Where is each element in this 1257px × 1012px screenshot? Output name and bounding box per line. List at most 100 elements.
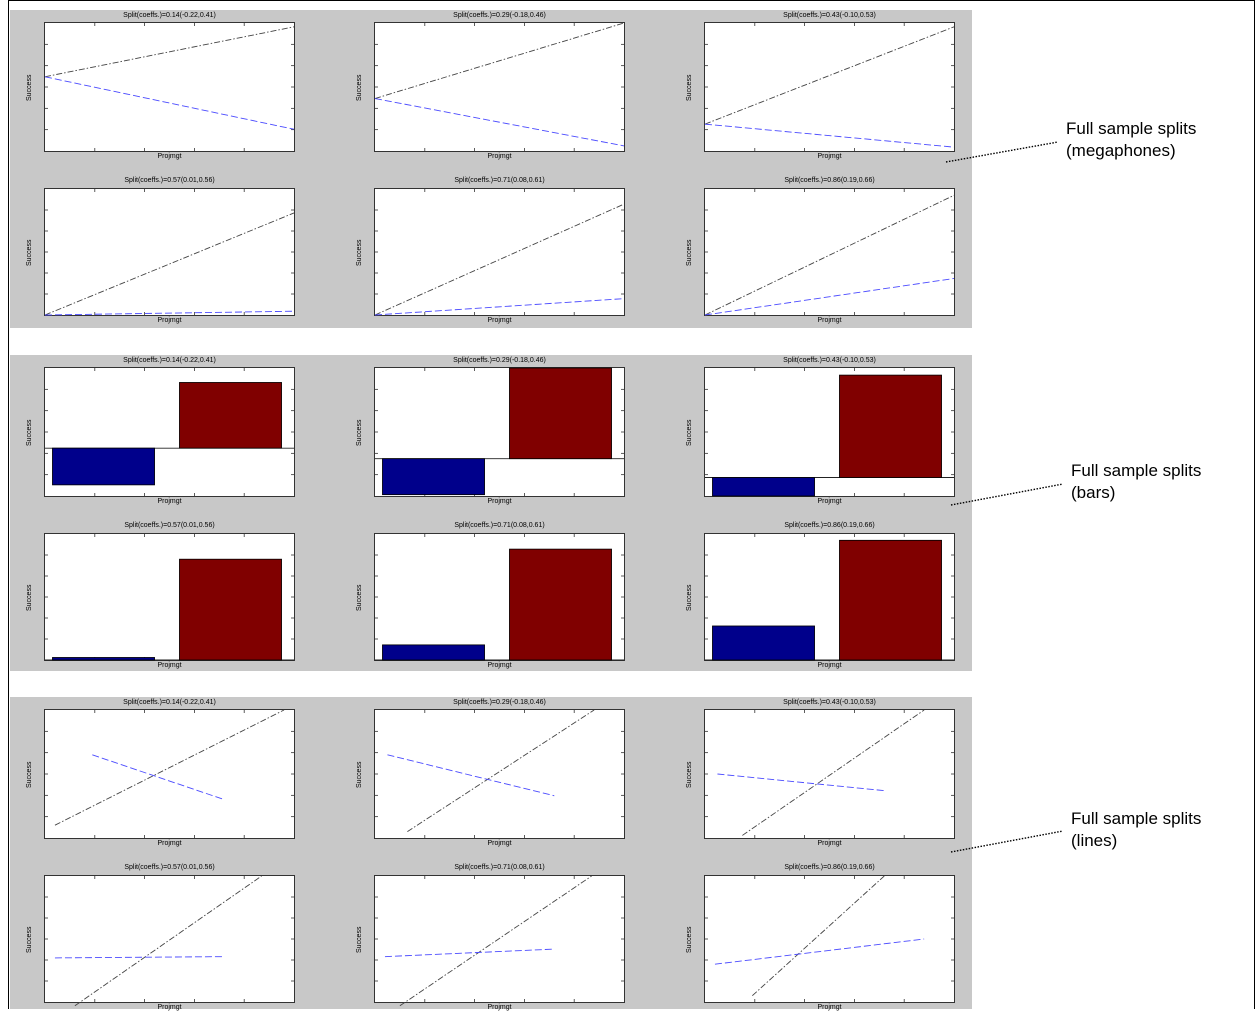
plot-canvas [44, 23, 295, 151]
x-axis-label: Projmgt [487, 1004, 512, 1011]
cd-1-5-bar-1 [839, 539, 942, 661]
note-bars: Full sample splits (bars) [1071, 461, 1202, 502]
y-axis-label: Success [686, 761, 693, 788]
plot-canvas [45, 709, 294, 838]
cd-1-2-bar-1 [839, 374, 942, 478]
plot-title: Split(coeffs.)=0.57(0.01,0.56) [124, 177, 215, 184]
plot-canvas [705, 875, 954, 1002]
x-axis-label: Projmgt [487, 840, 512, 847]
plot-title: Split(coeffs.)=0.14(-0.22,0.41) [123, 12, 216, 19]
plot-canvas [45, 534, 294, 661]
plot-axes [44, 22, 295, 152]
cd-0-3-series-0 [44, 212, 295, 316]
cd-2-0-series-1 [92, 754, 225, 801]
plot-title: Split(coeffs.)=0.43(-0.10,0.53) [783, 357, 876, 364]
plot-canvas [375, 367, 624, 496]
cd-0-2-series-0 [704, 26, 955, 125]
plot-canvas [375, 875, 624, 1007]
plot-title: Split(coeffs.)=0.71(0.08,0.61) [454, 522, 545, 529]
plot-canvas [375, 709, 624, 838]
plot-axes [44, 367, 295, 497]
plot-title: Split(coeffs.)=0.14(-0.22,0.41) [123, 699, 216, 706]
x-axis-label: Projmgt [157, 153, 182, 160]
y-axis-label: Success [26, 239, 33, 266]
plot-title: Split(coeffs.)=0.14(-0.22,0.41) [123, 357, 216, 364]
cd-0-4-series-0 [374, 203, 625, 316]
x-axis-label: Projmgt [817, 662, 842, 669]
plot-canvas [704, 23, 955, 151]
plot-canvas [375, 534, 624, 661]
cd-0-0-series-1 [44, 76, 295, 130]
plot-title: Split(coeffs.)=0.57(0.01,0.56) [124, 522, 215, 529]
plot-canvas [705, 368, 954, 497]
plot-title: Split(coeffs.)=0.86(0.19,0.66) [784, 522, 875, 529]
panel-bars: Split(coeffs.)=0.14(-0.22,0.41) Success Pr… [10, 355, 972, 671]
panel-megaphones: Split(coeffs.)=0.14(-0.22,0.41) Success Pr… [10, 10, 972, 328]
x-axis-label: Projmgt [487, 498, 512, 505]
plot-canvas [45, 875, 294, 1007]
plot-axes [704, 875, 955, 1003]
cd-1-4-bar-0 [382, 644, 485, 661]
plot-canvas [705, 534, 954, 661]
cd-1-5-bar-0 [712, 625, 815, 661]
x-axis-label: Projmgt [817, 317, 842, 324]
plot-title: Split(coeffs.)=0.29(-0.18,0.46) [453, 357, 546, 364]
y-axis-label: Success [686, 584, 693, 611]
plot-axes [704, 367, 955, 497]
cd-2-1-series-1 [387, 754, 555, 797]
plot-title: Split(coeffs.)=0.43(-0.10,0.53) [783, 12, 876, 19]
plot-canvas [704, 189, 955, 316]
x-axis-label: Projmgt [157, 498, 182, 505]
plot-axes [374, 709, 625, 839]
cd-0-3-series-1 [44, 310, 295, 316]
cd-2-2-series-0 [742, 709, 925, 836]
cd-0-1-series-0 [374, 22, 625, 99]
note-lines: Full sample splits (lines) [1071, 809, 1202, 850]
y-axis-label: Success [26, 419, 33, 446]
plot-title: Split(coeffs.)=0.57(0.01,0.56) [124, 864, 215, 871]
plot-canvas [45, 368, 294, 496]
cd-2-5-series-0 [752, 875, 885, 997]
cd-0-1-series-1 [374, 98, 625, 147]
plot-axes [704, 533, 955, 661]
plot-canvas [374, 22, 625, 151]
plot-canvas [44, 189, 295, 316]
y-axis-label: Success [356, 761, 363, 788]
cd-0-0-series-0 [44, 26, 295, 78]
cd-0-4-series-1 [374, 298, 625, 316]
plot-canvas [374, 189, 625, 316]
y-axis-label: Success [26, 926, 33, 953]
cd-1-1-bar-1 [509, 367, 612, 460]
cd-2-2-series-1 [717, 773, 885, 792]
x-axis-label: Projmgt [157, 1004, 182, 1011]
plot-title: Split(coeffs.)=0.86(0.19,0.66) [784, 177, 875, 184]
cd-1-4-bar-1 [509, 548, 612, 661]
cd-1-0-bar-1 [179, 382, 282, 449]
y-axis-label: Success [686, 74, 693, 101]
x-axis-label: Projmgt [157, 317, 182, 324]
plot-axes [44, 188, 295, 316]
x-axis-label: Projmgt [817, 498, 842, 505]
plot-title: Split(coeffs.)=0.71(0.08,0.61) [454, 177, 545, 184]
y-axis-label: Success [356, 926, 363, 953]
cd-2-4-series-0 [399, 875, 592, 1007]
cd-1-0-bar-0 [52, 447, 155, 486]
cd-2-0-series-0 [54, 709, 285, 826]
cd-0-5-series-0 [704, 194, 955, 316]
x-axis-label: Projmgt [817, 153, 842, 160]
x-axis-label: Projmgt [487, 153, 512, 160]
y-axis-label: Success [356, 419, 363, 446]
cd-2-4-series-1 [384, 948, 555, 958]
cd-1-3-bar-0 [52, 657, 155, 661]
y-axis-label: Success [686, 239, 693, 266]
plot-axes [44, 709, 295, 839]
figure-frame [8, 0, 1255, 1009]
y-axis-label: Success [26, 74, 33, 101]
plot-canvas [705, 709, 954, 838]
cd-0-2-series-1 [704, 123, 955, 148]
cd-2-3-series-0 [74, 875, 262, 1007]
y-axis-label: Success [356, 584, 363, 611]
y-axis-label: Success [356, 74, 363, 101]
cd-1-3-bar-1 [179, 558, 282, 661]
cd-2-5-series-1 [714, 938, 925, 965]
